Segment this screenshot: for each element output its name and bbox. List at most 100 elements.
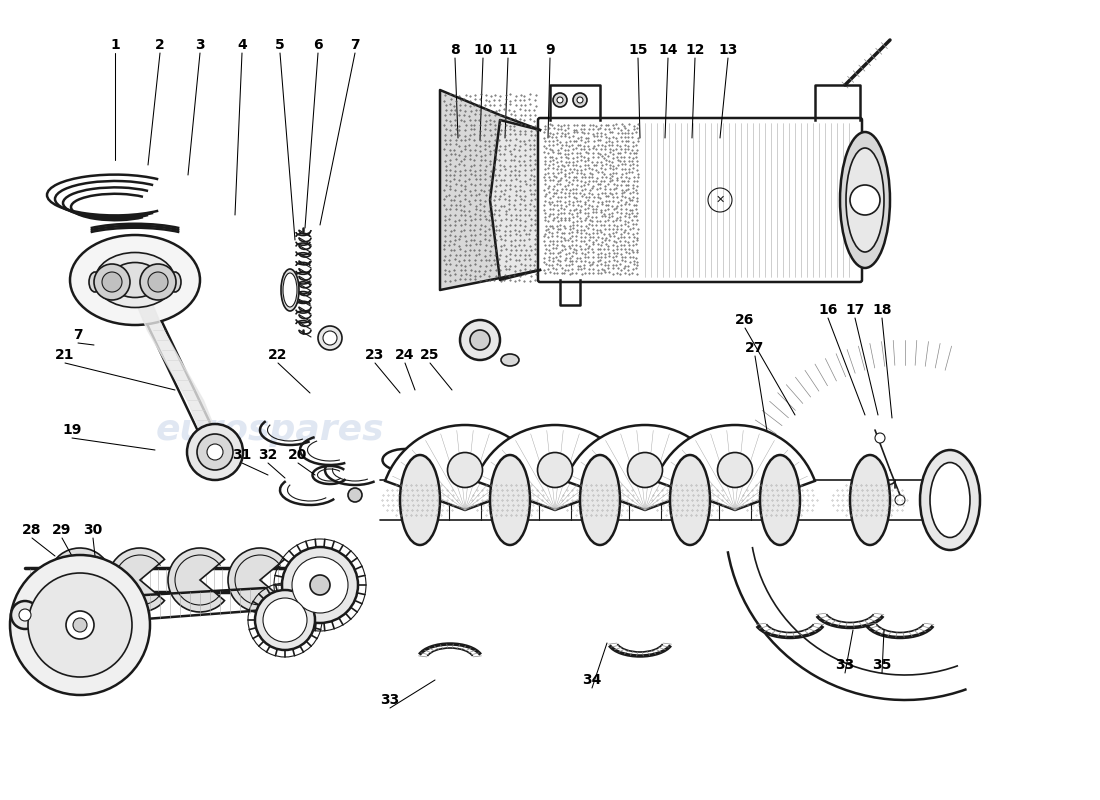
Circle shape [140, 264, 176, 300]
Circle shape [255, 590, 315, 650]
Ellipse shape [717, 453, 752, 487]
Circle shape [19, 609, 31, 621]
Text: 15: 15 [628, 43, 648, 57]
Ellipse shape [846, 148, 884, 252]
Circle shape [148, 272, 168, 292]
Text: 23: 23 [365, 348, 385, 362]
Circle shape [10, 555, 150, 695]
Text: 20: 20 [288, 448, 308, 462]
Ellipse shape [169, 272, 182, 292]
Text: 27: 27 [746, 341, 764, 355]
Circle shape [292, 557, 348, 613]
Ellipse shape [840, 132, 890, 268]
Wedge shape [385, 425, 544, 510]
Text: 8: 8 [450, 43, 460, 57]
Circle shape [874, 433, 886, 443]
Ellipse shape [760, 455, 800, 545]
Circle shape [28, 573, 132, 677]
Circle shape [282, 547, 358, 623]
Text: 29: 29 [53, 523, 72, 537]
Ellipse shape [280, 269, 299, 311]
Ellipse shape [89, 272, 101, 292]
Circle shape [11, 601, 38, 629]
Circle shape [66, 611, 94, 639]
Text: 4: 4 [238, 38, 246, 52]
Text: 5: 5 [275, 38, 285, 52]
Ellipse shape [670, 455, 710, 545]
Circle shape [318, 326, 342, 350]
Text: 16: 16 [818, 303, 838, 317]
Text: 7: 7 [74, 328, 82, 342]
Ellipse shape [930, 462, 970, 538]
Text: 33: 33 [835, 658, 855, 672]
Text: 31: 31 [232, 448, 252, 462]
Circle shape [323, 331, 337, 345]
Ellipse shape [920, 450, 980, 550]
Circle shape [187, 424, 243, 480]
Ellipse shape [400, 455, 440, 545]
Circle shape [895, 495, 905, 505]
Circle shape [460, 320, 500, 360]
Text: 34: 34 [582, 673, 602, 687]
Ellipse shape [850, 455, 890, 545]
Ellipse shape [500, 354, 519, 366]
Circle shape [573, 93, 587, 107]
Circle shape [197, 434, 233, 470]
Wedge shape [228, 548, 285, 612]
Ellipse shape [95, 253, 175, 307]
Wedge shape [475, 425, 635, 510]
Ellipse shape [70, 235, 200, 325]
Ellipse shape [283, 273, 297, 307]
Text: 6: 6 [314, 38, 322, 52]
Wedge shape [108, 548, 165, 612]
Text: 1: 1 [110, 38, 120, 52]
Circle shape [557, 97, 563, 103]
Ellipse shape [448, 453, 483, 487]
Text: eurospares: eurospares [156, 413, 384, 447]
Text: 19: 19 [63, 423, 81, 437]
Text: 32: 32 [258, 448, 277, 462]
Text: eurospares: eurospares [565, 443, 794, 477]
Text: 25: 25 [420, 348, 440, 362]
Text: 35: 35 [872, 658, 892, 672]
Text: ✕: ✕ [715, 195, 725, 205]
Text: 13: 13 [718, 43, 738, 57]
Text: 26: 26 [735, 313, 755, 327]
Text: 18: 18 [872, 303, 892, 317]
Ellipse shape [538, 453, 572, 487]
Wedge shape [565, 425, 725, 510]
Circle shape [94, 264, 130, 300]
Text: 17: 17 [845, 303, 865, 317]
Text: 11: 11 [498, 43, 518, 57]
Circle shape [578, 97, 583, 103]
Text: 24: 24 [395, 348, 415, 362]
Text: 2: 2 [155, 38, 165, 52]
Text: 21: 21 [55, 348, 75, 362]
Polygon shape [440, 90, 540, 290]
Text: 14: 14 [658, 43, 678, 57]
Text: 9: 9 [546, 43, 554, 57]
Text: 12: 12 [685, 43, 705, 57]
Circle shape [207, 444, 223, 460]
Ellipse shape [490, 455, 530, 545]
Circle shape [310, 575, 330, 595]
Circle shape [553, 93, 566, 107]
Circle shape [73, 618, 87, 632]
Circle shape [850, 185, 880, 215]
Ellipse shape [627, 453, 662, 487]
Text: 7: 7 [350, 38, 360, 52]
Wedge shape [168, 548, 224, 612]
Circle shape [348, 488, 362, 502]
FancyBboxPatch shape [538, 118, 862, 282]
Text: 28: 28 [22, 523, 42, 537]
Text: 22: 22 [268, 348, 288, 362]
Circle shape [263, 598, 307, 642]
Polygon shape [490, 120, 540, 280]
Text: 30: 30 [84, 523, 102, 537]
Text: 33: 33 [381, 693, 399, 707]
Text: 3: 3 [195, 38, 205, 52]
Circle shape [102, 272, 122, 292]
Ellipse shape [110, 262, 160, 298]
Wedge shape [48, 548, 104, 612]
Wedge shape [656, 425, 815, 510]
